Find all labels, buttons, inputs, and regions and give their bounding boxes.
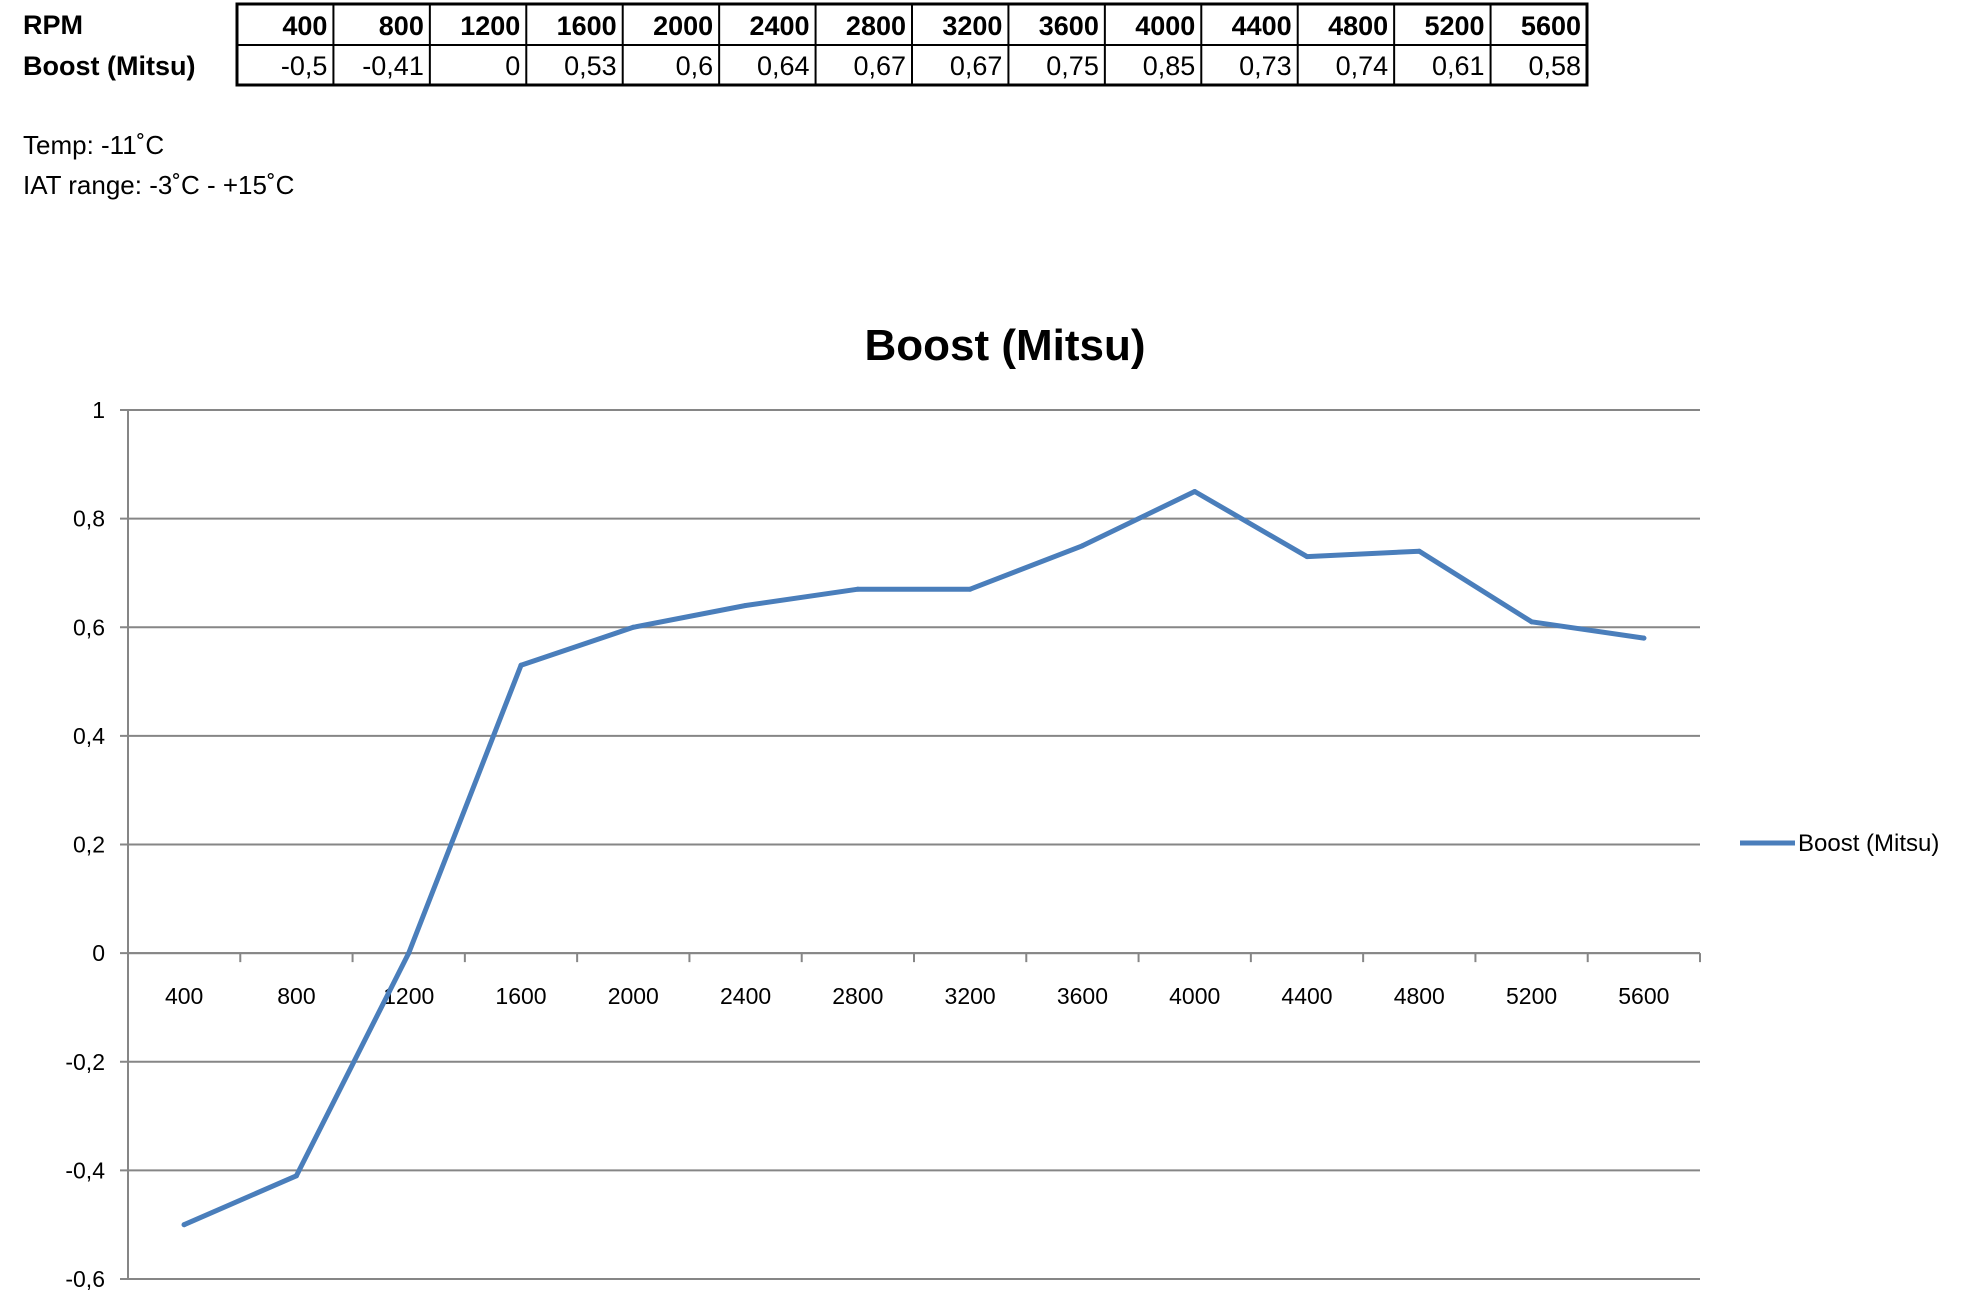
table-cell-boost: 0,67 — [853, 51, 906, 81]
data-point — [630, 624, 636, 630]
line-chart: 400 800 1200 1600 2000 2400 2800 3200 3600 4000 44… — [65, 397, 1701, 1292]
x-axis-tick-labels: 400 800 1200 1600 2000 2400 2800 3200 3600 4000 44… — [165, 983, 1669, 1009]
x-tick-label: 2800 — [832, 983, 883, 1009]
y-axis-tick-labels: -0,6 -0,4 -0,2 0 0,2 0,4 0,6 0,8 1 — [65, 397, 105, 1292]
table-cell-boost: 0,53 — [564, 51, 617, 81]
data-point — [518, 662, 524, 668]
iat-range-note: IAT range: -3˚C - +15˚C — [23, 170, 294, 200]
row-header-boost: Boost (Mitsu) — [23, 51, 195, 81]
table-cell-rpm: 800 — [379, 11, 424, 41]
table-cell-rpm: 4000 — [1135, 11, 1195, 41]
chart-title: Boost (Mitsu) — [864, 321, 1145, 370]
data-point — [181, 1222, 187, 1228]
table-cell-boost: 0,61 — [1432, 51, 1485, 81]
table-cell-rpm: 3600 — [1039, 11, 1099, 41]
x-tick-label: 5200 — [1506, 983, 1557, 1009]
y-tick-label: 0,6 — [73, 614, 105, 640]
x-tick-label: 800 — [277, 983, 315, 1009]
table-cell-rpm: 4800 — [1328, 11, 1388, 41]
x-tick-label: 400 — [165, 983, 203, 1009]
data-point — [406, 950, 412, 956]
table-cell-boost: 0,85 — [1143, 51, 1196, 81]
table-cell-boost: 0,67 — [950, 51, 1003, 81]
chart-gridlines — [128, 409, 1700, 1280]
data-table: RPM Boost (Mitsu) 400 800 1200 1600 2000 2400 28… — [23, 2, 1589, 87]
table-cell-rpm: 4400 — [1232, 11, 1292, 41]
row-header-rpm: RPM — [23, 10, 83, 40]
y-tick-label: 0,2 — [73, 832, 105, 858]
table-cell-rpm: 1600 — [557, 11, 617, 41]
data-point — [1641, 635, 1647, 641]
y-tick-label: -0,2 — [65, 1049, 105, 1075]
temp-note: Temp: -11˚C — [23, 130, 164, 160]
data-point — [855, 586, 861, 592]
table-cell-rpm: 5200 — [1424, 11, 1484, 41]
y-tick-label: 0,8 — [73, 506, 105, 532]
x-tick-label: 2000 — [608, 983, 659, 1009]
table-cell-rpm: 3200 — [942, 11, 1002, 41]
table-cell-boost: 0,73 — [1239, 51, 1292, 81]
chart-legend: Boost (Mitsu) — [1740, 830, 1939, 857]
table-cell-rpm: 2000 — [653, 11, 713, 41]
y-tick-label: -0,6 — [65, 1266, 105, 1292]
table-cell-rpm: 400 — [282, 11, 327, 41]
data-point — [743, 603, 749, 609]
table-cell-boost: 0,75 — [1046, 51, 1099, 81]
table-cell-rpm: 1200 — [460, 11, 520, 41]
table-cell-boost: 0,6 — [676, 51, 714, 81]
table-cell-boost: -0,41 — [362, 51, 424, 81]
data-point — [1416, 548, 1422, 554]
data-point — [293, 1173, 299, 1179]
x-tick-label: 5600 — [1618, 983, 1669, 1009]
y-tick-label: 0 — [92, 940, 105, 966]
table-cell-boost: 0,64 — [757, 51, 810, 81]
table-cell-boost: 0,58 — [1528, 51, 1581, 81]
table-cell-boost: 0 — [505, 51, 520, 81]
data-point — [1192, 488, 1198, 494]
table-cell-rpm: 2800 — [846, 11, 906, 41]
x-tick-label: 3600 — [1057, 983, 1108, 1009]
data-point — [1529, 619, 1535, 625]
y-tick-label: 0,4 — [73, 723, 105, 749]
series-line-boost — [181, 489, 1647, 1228]
x-tick-label: 4400 — [1281, 983, 1332, 1009]
data-point — [1079, 543, 1085, 549]
x-tick-label: 2400 — [720, 983, 771, 1009]
table-cell-boost: -0,5 — [281, 51, 328, 81]
table-cell-boost: 0,74 — [1336, 51, 1389, 81]
x-tick-label: 3200 — [945, 983, 996, 1009]
chart-series — [181, 488, 1647, 1228]
data-point — [967, 586, 973, 592]
x-tick-label: 1600 — [495, 983, 546, 1009]
x-tick-label: 4800 — [1394, 983, 1445, 1009]
legend-label: Boost (Mitsu) — [1798, 830, 1939, 857]
table-cell-rpm: 5600 — [1521, 11, 1581, 41]
chart-axes — [120, 409, 1701, 1280]
y-tick-label: -0,4 — [65, 1157, 105, 1183]
x-tick-label: 4000 — [1169, 983, 1220, 1009]
table-cell-rpm: 2400 — [749, 11, 809, 41]
y-tick-label: 1 — [92, 397, 105, 423]
data-point — [1304, 554, 1310, 560]
